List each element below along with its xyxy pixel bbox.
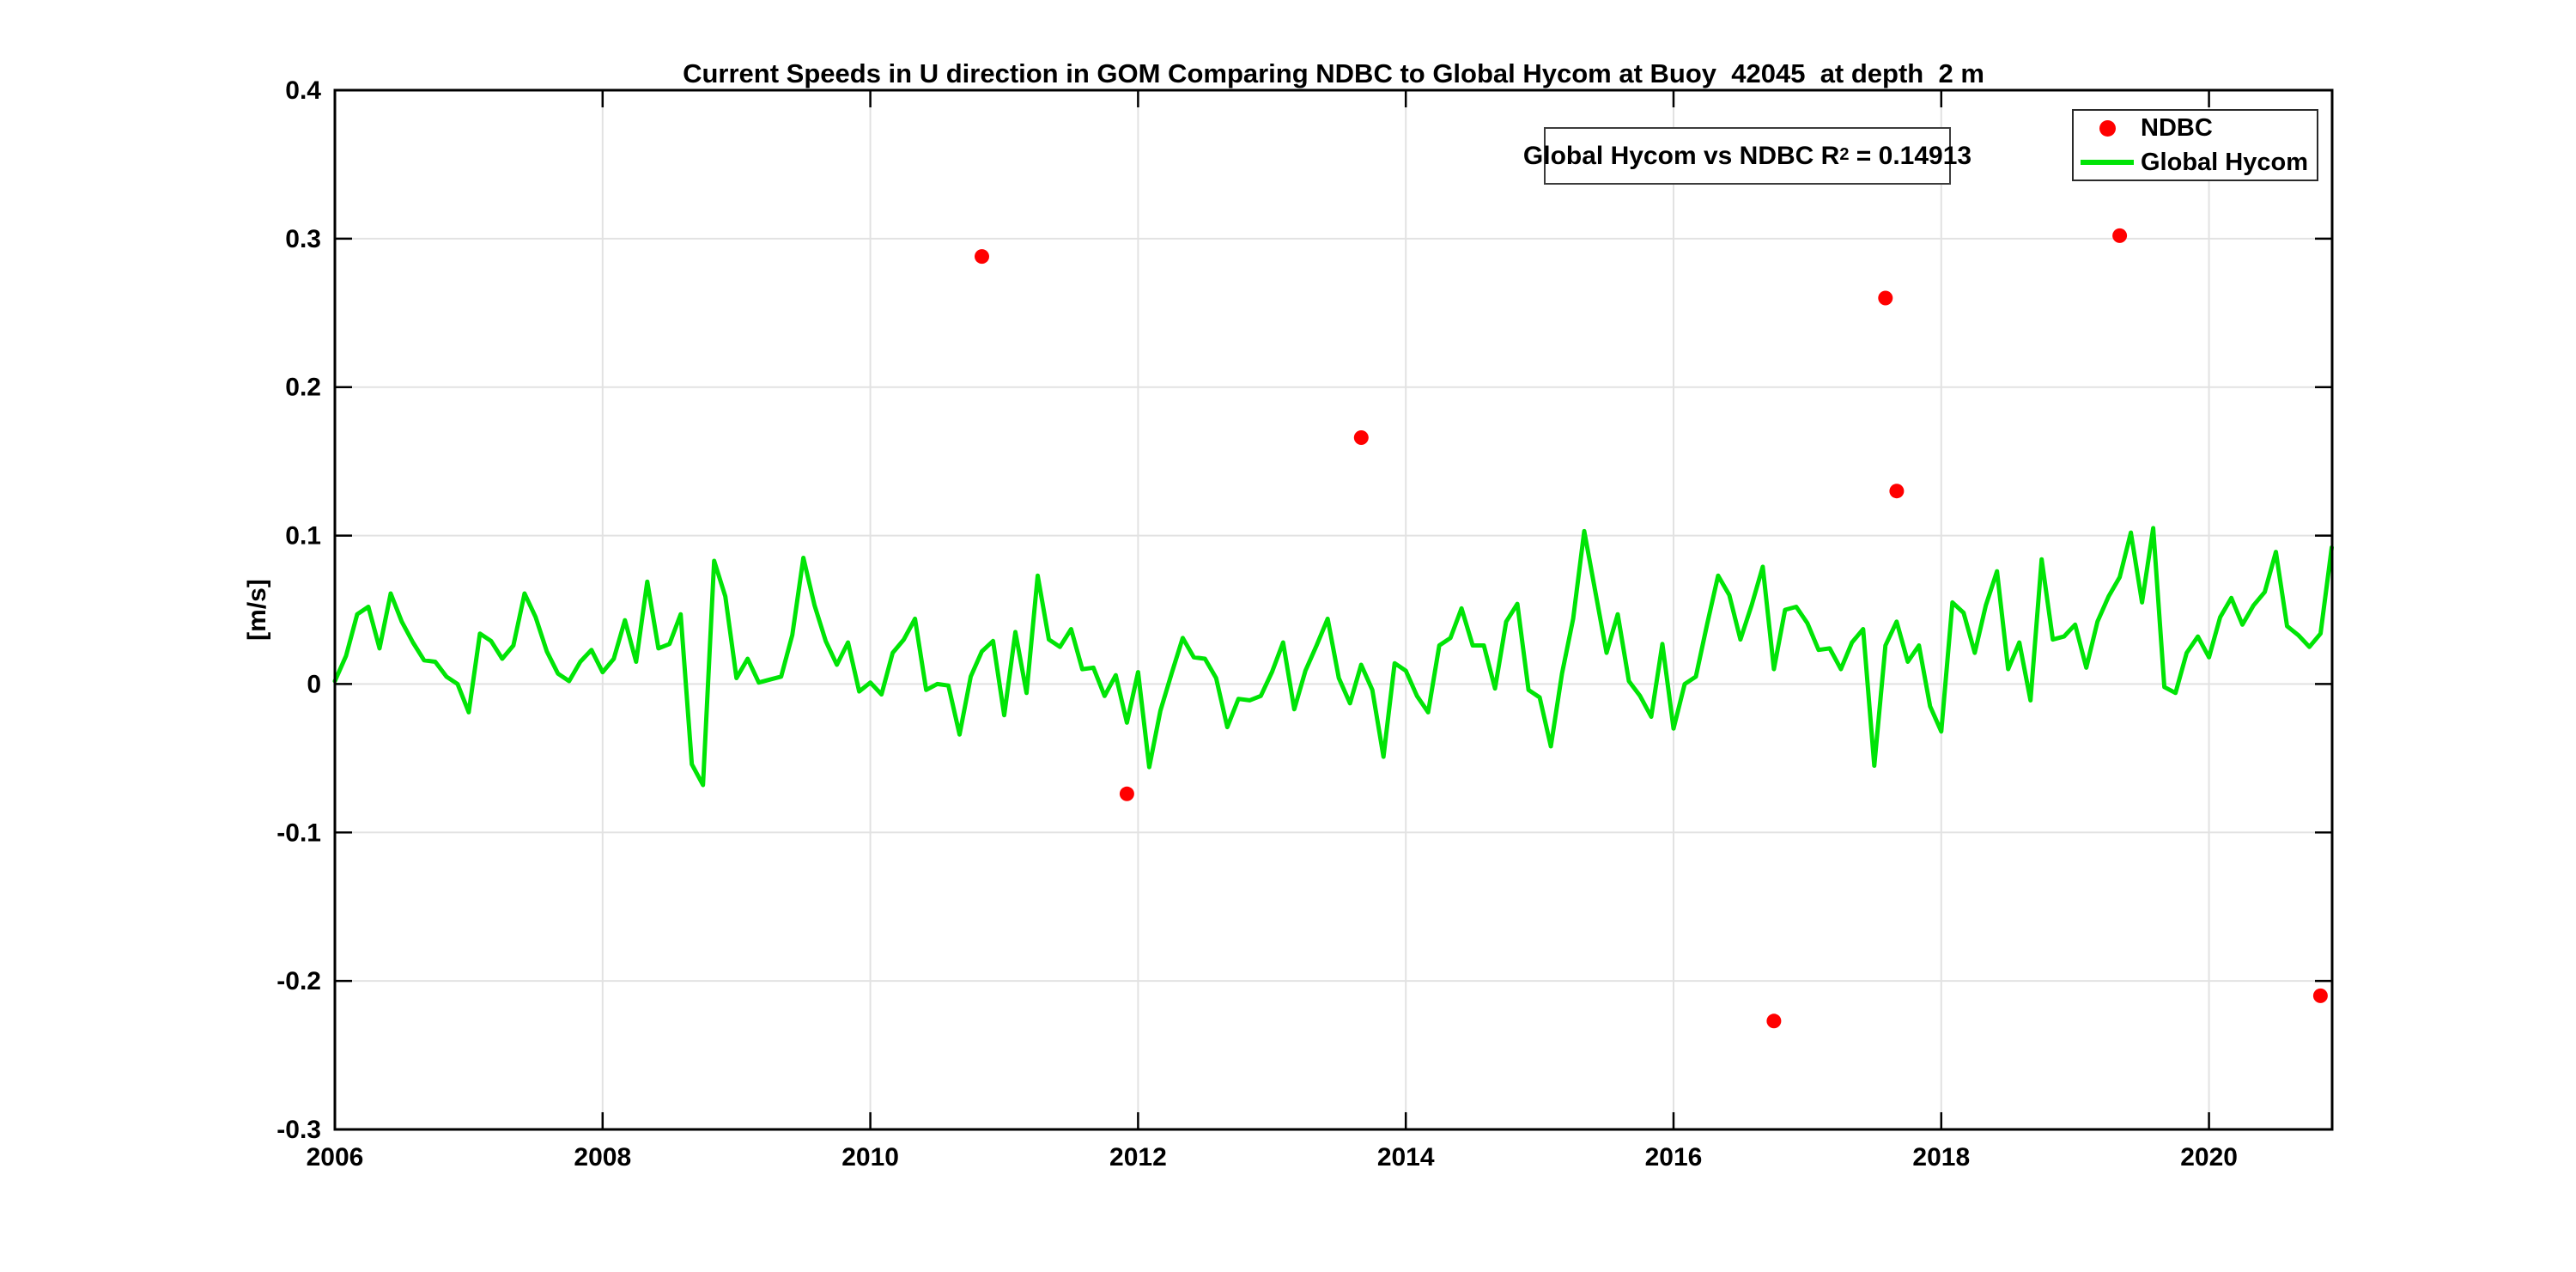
legend-label-ndbc: NDBC xyxy=(2141,113,2213,142)
x-tick-label: 2014 xyxy=(1377,1143,1435,1172)
ndbc-point xyxy=(975,249,989,265)
axes-box xyxy=(333,88,2334,1131)
ndbc-point xyxy=(1766,1013,1782,1029)
y-tick-label: -0.3 xyxy=(276,1116,321,1144)
x-tick-label: 2018 xyxy=(1912,1143,1970,1172)
ndbc-point xyxy=(2112,228,2128,243)
x-tick-label: 2012 xyxy=(1109,1143,1167,1172)
x-tick-label: 2010 xyxy=(841,1143,899,1172)
legend-item-global-hycom[interactable]: Global Hycom xyxy=(2074,145,2317,180)
x-tick-label: 2020 xyxy=(2180,1143,2238,1172)
ndbc-point xyxy=(1889,484,1905,499)
legend[interactable]: NDBC Global Hycom xyxy=(2072,109,2318,181)
y-tick-label: 0.2 xyxy=(285,374,321,402)
ndbc-point xyxy=(1878,290,1893,306)
ndbc-point xyxy=(1353,430,1369,445)
x-tick-label: 2008 xyxy=(574,1143,631,1172)
x-tick-label: 2006 xyxy=(307,1143,364,1172)
y-tick-label: 0.3 xyxy=(285,225,321,253)
global-hycom-line xyxy=(332,526,2334,788)
y-tick-label: 0.4 xyxy=(285,76,321,105)
annotation-text-prefix: Global Hycom vs NDBC R xyxy=(1522,141,1840,170)
axes-background xyxy=(335,90,2332,1129)
legend-marker-col xyxy=(2074,160,2141,165)
global-hycom-line-marker-icon xyxy=(2081,160,2134,165)
legend-marker-col xyxy=(2074,119,2141,137)
ndbc-point xyxy=(2312,988,2328,1003)
y-tick-label: -0.2 xyxy=(276,967,321,995)
x-tick-label: 2016 xyxy=(1645,1143,1703,1172)
ndbc-point xyxy=(1119,786,1134,801)
chart-title: Current Speeds in U direction in GOM Com… xyxy=(683,58,1984,88)
ndbc-dot-marker-icon xyxy=(2099,119,2116,137)
y-tick-label: -0.1 xyxy=(276,819,321,847)
annotation-text-value: = 0.14913 xyxy=(1849,141,1972,170)
y-tick-label: 0 xyxy=(307,670,321,698)
y-tick-label: 0.1 xyxy=(285,522,321,551)
legend-item-ndbc[interactable]: NDBC xyxy=(2074,111,2317,145)
legend-label-global-hycom: Global Hycom xyxy=(2141,148,2308,176)
